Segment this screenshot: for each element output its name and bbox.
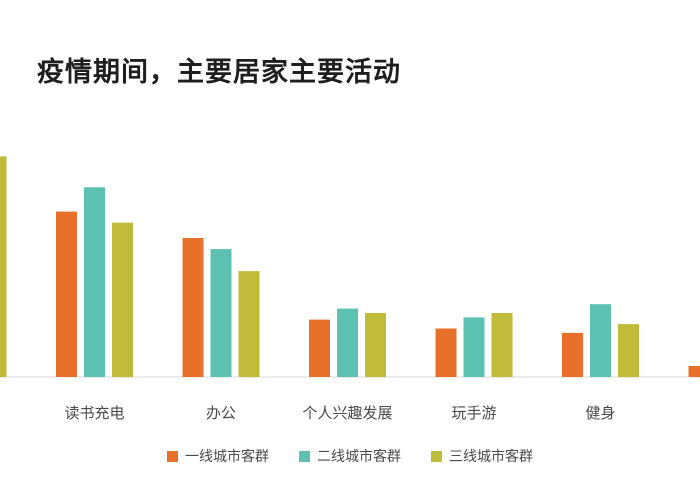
legend-item-series-2: 二线城市客群 (299, 446, 401, 466)
bar-3-series-3 (238, 271, 260, 377)
bar-6-series-2 (590, 304, 611, 377)
legend: 一线城市客群 二线城市客群 三线城市客群 (0, 446, 700, 466)
bar-5-series-3 (491, 313, 513, 377)
bar-5-series-1 (435, 328, 457, 377)
chart-plot-area: 读书充电办公个人兴趣发展玩手游健身知 (0, 156, 700, 422)
legend-swatch-series-2 (299, 450, 310, 462)
bar-2-series-3 (112, 222, 133, 377)
x-tick-labels: 读书充电办公个人兴趣发展玩手游健身知 (64, 404, 615, 422)
bar-4-series-3 (365, 313, 386, 377)
bar-4-series-1 (309, 319, 330, 377)
legend-item-series-3: 三线城市客群 (431, 446, 533, 466)
legend-label-series-3: 三线城市客群 (449, 449, 533, 465)
bar-6-series-3 (618, 324, 639, 377)
x-tick-label-5: 玩手游 (451, 404, 496, 422)
bar-3-series-2 (210, 249, 232, 377)
bar-4-series-2 (337, 308, 358, 377)
bar-6-series-1 (562, 332, 583, 377)
chart-title: 疫情期间，主要居家主要活动 (37, 57, 401, 88)
x-tick-label-3: 办公 (206, 404, 236, 422)
bar-2-series-1 (56, 211, 77, 377)
bar-5-series-2 (463, 317, 485, 377)
bar-3-series-1 (182, 238, 204, 377)
bar-group (0, 156, 700, 377)
legend-item-series-1: 一线城市客群 (167, 446, 269, 466)
x-tick-label-6: 健身 (585, 404, 615, 422)
legend-swatch-series-1 (167, 450, 178, 462)
x-tick-label-4: 个人兴趣发展 (302, 404, 392, 422)
bar-2-series-2 (84, 187, 105, 377)
x-tick-label-2: 读书充电 (64, 404, 124, 422)
bar-7-series-1 (688, 366, 700, 377)
legend-label-series-2: 二线城市客群 (317, 449, 401, 465)
legend-label-series-1: 一线城市客群 (185, 449, 269, 465)
bar-1-series-3 (0, 156, 7, 377)
legend-swatch-series-3 (431, 450, 442, 462)
